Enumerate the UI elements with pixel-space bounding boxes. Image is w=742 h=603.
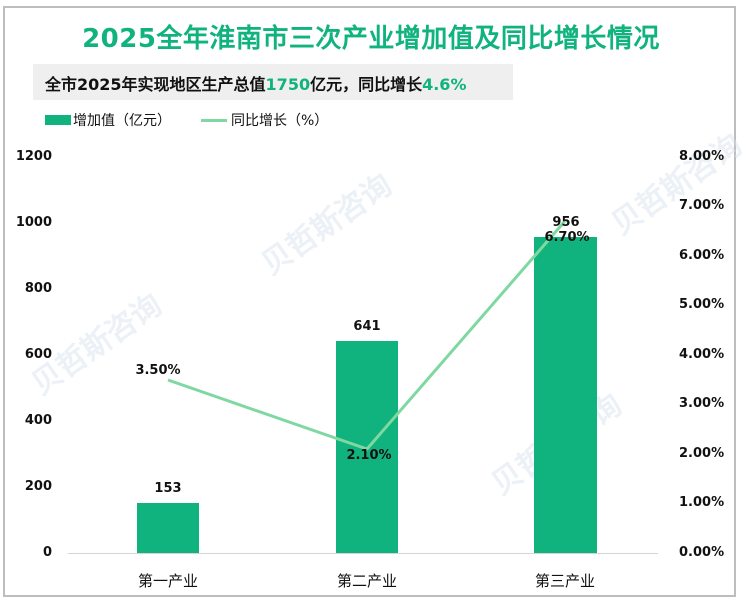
- subtitle-box: [33, 64, 513, 100]
- bar-tertiary-industry: [534, 237, 597, 553]
- left-axis-tick: 1000: [15, 215, 52, 230]
- left-axis-tick: 400: [24, 413, 52, 428]
- chart-title: 2025全年淮南市三次产业增加值及同比增长情况: [82, 24, 660, 54]
- gdp-value: 1750: [265, 75, 311, 94]
- left-axis-tick: 1200: [15, 149, 52, 164]
- bar-primary-industry: [137, 503, 199, 553]
- left-axis-tick: 600: [24, 347, 52, 362]
- left-axis-tick: 800: [24, 281, 52, 296]
- growth-value-label: 2.10%: [346, 448, 392, 463]
- x-axis-label: 第二产业: [336, 572, 397, 590]
- chart-subtitle: 全市2025年实现地区生产总值1750亿元，同比增长4.6%: [45, 71, 466, 95]
- chart-frame: [3, 6, 736, 597]
- bar-value-label: 641: [353, 319, 381, 334]
- left-axis-tick: 200: [24, 479, 52, 494]
- bar-value-label: 956: [552, 215, 580, 230]
- right-axis-tick: 6.00%: [679, 248, 725, 263]
- right-axis-tick: 0.00%: [679, 545, 725, 560]
- growth-value-label: 3.50%: [135, 363, 181, 378]
- subtitle-prefix: 全市2025年实现地区生产总值: [45, 75, 266, 94]
- legend-line-label: 同比增长（%）: [231, 113, 329, 129]
- bar-value-label: 153: [154, 481, 182, 496]
- x-axis-line: [68, 553, 658, 554]
- subtitle-middle: 亿元，同比增长: [310, 75, 423, 94]
- legend-bar-label: 增加值（亿元）: [73, 113, 171, 129]
- growth-value: 4.6%: [422, 75, 467, 94]
- right-axis-tick: 4.00%: [679, 347, 725, 362]
- x-axis-label: 第三产业: [534, 572, 595, 590]
- legend-bar-swatch: [45, 115, 71, 125]
- left-axis-tick: 0: [42, 545, 52, 560]
- legend: 增加值（亿元） 同比增长（%）: [45, 110, 328, 130]
- right-axis-tick: 1.00%: [679, 495, 725, 510]
- right-axis-tick: 2.00%: [679, 446, 725, 461]
- growth-value-label: 6.70%: [544, 230, 590, 245]
- right-axis-tick: 8.00%: [679, 149, 725, 164]
- x-axis-label: 第一产业: [137, 572, 198, 590]
- right-axis-tick: 3.00%: [679, 396, 725, 411]
- right-axis-tick: 7.00%: [679, 198, 725, 213]
- legend-line-swatch: [201, 118, 227, 122]
- right-axis-tick: 5.00%: [679, 297, 725, 312]
